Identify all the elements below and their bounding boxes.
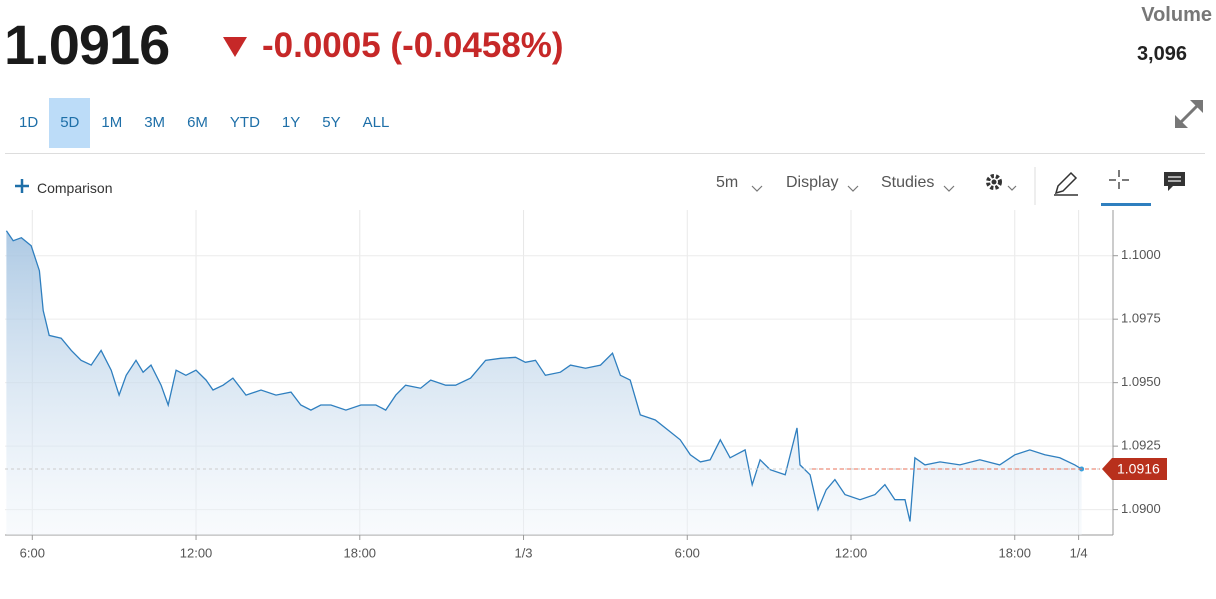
price-change: -0.0005 (-0.0458%) [262,26,564,65]
range-button[interactable]: 1Y [281,114,301,131]
x-tick-label: 1/3 [514,545,532,560]
chevrons [751,185,1017,192]
studies-button[interactable]: Studies [881,174,935,191]
active-tool-underline [1101,203,1151,206]
y-tick-label: 1.0975 [1121,311,1161,326]
x-tick-label: 1/4 [1070,545,1088,560]
y-tick-label: 1.0925 [1121,438,1161,453]
x-tick-label: 12:00 [180,545,213,560]
plus-icon[interactable] [14,178,30,194]
volume-label: Volume [1141,4,1212,26]
crosshair-icon[interactable] [1109,170,1129,189]
down-arrow [223,37,247,57]
volume-value: 3,096 [1136,43,1187,65]
display-button[interactable]: Display [786,174,839,191]
price-line [5,230,1082,522]
y-tick-label: 1.1000 [1121,247,1161,262]
range-button[interactable]: ALL [362,114,390,131]
price-tag-label: 1.0916 [1117,461,1160,477]
range-button[interactable]: 3M [144,114,166,131]
range-button[interactable]: 5Y [322,114,341,131]
area [6,230,1082,536]
comment-icon[interactable] [1164,172,1185,191]
range-button[interactable]: 6M [187,114,208,131]
settings-icon[interactable] [986,174,1002,190]
last-price: 1.0916 [4,13,170,76]
draw-icon[interactable] [1054,171,1078,196]
interval-button[interactable]: 5m [716,174,739,191]
x-tick-label: 6:00 [20,545,45,560]
y-tick-label: 1.0900 [1121,501,1161,516]
expand-icon[interactable] [1172,97,1206,131]
range-selector: 1D 5D 1M 3M 6M YTD 1Y 5Y ALL [8,98,400,148]
y-tick-label: 1.0950 [1121,374,1161,389]
x-tick-label: 18:00 [344,545,377,560]
x-tick-label: 18:00 [998,545,1031,560]
price-tag [1102,457,1167,480]
range-button[interactable]: 1M [101,114,123,131]
range-button[interactable]: 5D [49,98,91,148]
comparison-button[interactable]: Comparison [37,180,113,196]
range-button[interactable]: 1D [19,114,39,131]
range-button[interactable]: YTD [229,114,260,131]
divider [5,153,1205,154]
x-tick-label: 6:00 [675,545,700,560]
x-tick-label: 12:00 [835,545,868,560]
